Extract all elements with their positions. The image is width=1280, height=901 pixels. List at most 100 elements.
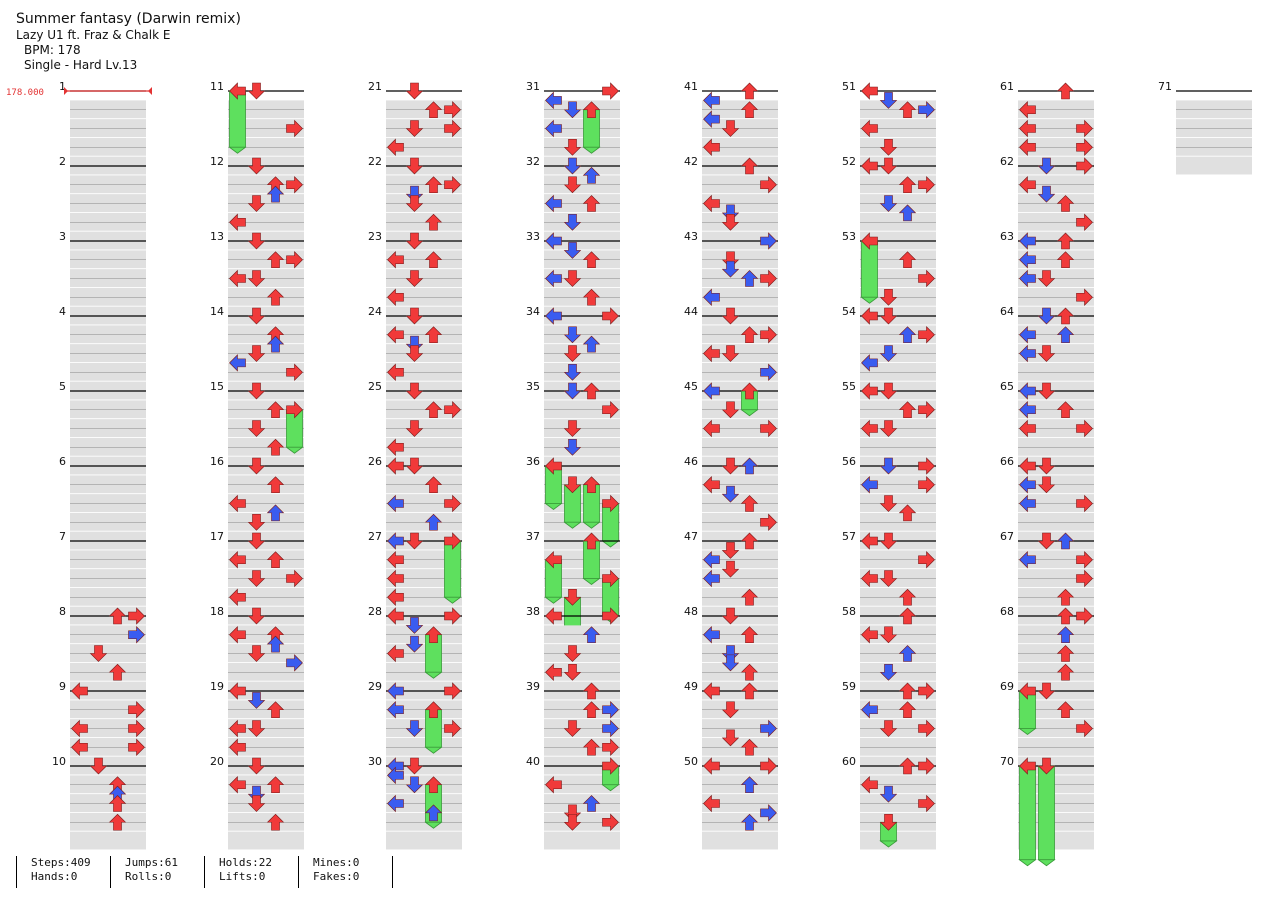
arrow-head [563,476,582,494]
measure-number: 44 [684,305,698,318]
arrow-head [740,776,759,794]
arrow-head [405,307,424,325]
measure-stripe [386,325,462,344]
bpm-marker-end-icon [148,87,152,95]
arrow-head [444,719,461,738]
arrow-head [266,504,285,522]
note-left-arrow-icon [1019,138,1036,156]
stat-value: Holds:22 [219,856,272,869]
hold-tail [424,821,443,829]
arrow-head [266,288,285,306]
arrow-head [721,345,740,362]
measure-56: 56 [842,455,936,550]
arrow-head [703,794,720,813]
measure-number: 55 [842,380,856,393]
measure-stripe [228,700,304,719]
measure-number: 22 [368,155,382,168]
note-left-arrow-icon [544,457,563,510]
note-up-arrow-icon [898,401,917,419]
note-down-arrow-icon [879,495,898,512]
arrow-head [861,532,878,550]
note-right-arrow-icon [760,326,777,344]
note-up-arrow-icon [740,270,759,287]
arrow-head [405,345,424,362]
note-down-arrow-icon [405,307,424,325]
arrow-head [898,757,917,775]
note-left-arrow-icon [229,588,246,606]
measure-stripe [70,419,146,437]
measure-53: 53 [842,230,936,325]
arrow-head [918,551,935,569]
stat-value: Lifts:0 [219,870,266,883]
note-right-arrow-icon [602,607,619,625]
measure-number: 2 [59,155,66,168]
arrow-head [1019,232,1036,250]
note-down-arrow-icon [879,307,898,325]
stats-column: Holds:22 Lifts:0 [204,856,299,888]
measure-stripe [860,419,936,437]
arrow-head [387,701,404,719]
arrow-head [602,401,619,419]
note-left-arrow-icon [387,457,404,475]
measure-number: 63 [1000,230,1014,243]
measure-stripe [70,212,146,231]
arrow-head [229,719,246,738]
measure-number: 61 [1000,80,1014,93]
hold-tail [740,409,759,417]
note-left-arrow-icon [861,419,878,438]
arrow-head [1056,626,1075,644]
note-down-arrow-icon [405,532,424,550]
measure-stripe [70,250,146,269]
measure-number: 54 [842,305,856,318]
note-left-arrow-icon [228,82,247,154]
measure-stripe [386,812,462,831]
measure-number: 67 [1000,530,1014,543]
note-left-arrow-icon [71,719,88,738]
measure-stripe [228,644,304,662]
note-up-arrow-icon [582,335,601,353]
note-down-arrow-icon [721,401,740,419]
arrow-head [247,82,266,100]
note-up-arrow-icon [108,795,127,812]
arrow-head [266,476,285,494]
measure-stripe [386,250,462,269]
arrow-head [444,494,461,513]
arrow-head [286,401,303,419]
measure-stripe [544,475,620,494]
measure-number: 51 [842,80,856,93]
note-up-arrow-icon [898,607,917,625]
note-down-arrow-icon [563,720,582,737]
note-down-arrow-icon [563,326,582,344]
measure-stripe [702,475,778,494]
note-up-arrow-icon [898,588,917,606]
arrow-head [898,504,917,522]
note-left-arrow-icon [545,119,562,138]
arrow-head [861,419,878,438]
measure-stripe [386,512,462,531]
note-left-arrow-icon [861,354,878,372]
note-up-arrow-icon [108,663,127,681]
note-right-arrow-icon [286,251,303,269]
hold-tail [601,784,620,792]
arrow-head [266,813,285,831]
note-down-arrow-icon [721,120,740,137]
note-left-arrow-icon [861,157,878,175]
note-down-arrow-icon [879,288,898,306]
note-up-arrow-icon [740,457,759,475]
arrow-head [387,588,404,606]
measure-number: 15 [210,380,224,393]
measure-stripe [860,344,936,362]
measure-stripe [70,269,146,287]
arrow-head [602,607,619,625]
note-left-arrow-icon [1019,494,1036,513]
measure-stripe [544,250,620,269]
note-down-arrow-icon [247,157,266,175]
arrow-head [582,288,601,306]
measure-stripe [702,119,778,137]
arrow-head [286,251,303,269]
arrow-head [721,542,740,559]
measure-stripe [70,437,146,456]
note-down-arrow-icon [721,485,740,503]
note-down-arrow-icon [1037,307,1056,325]
measure-4: 4 [59,305,146,400]
